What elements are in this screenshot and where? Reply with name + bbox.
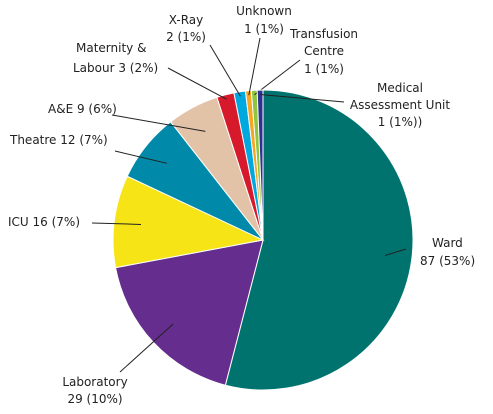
leader-line xyxy=(167,67,227,100)
leader-line xyxy=(114,150,167,164)
slice-label: X-Ray xyxy=(169,13,203,27)
leader-line xyxy=(248,37,261,96)
slice-label: Assessment Unit xyxy=(350,98,451,112)
slice-label: Maternity & xyxy=(76,41,146,55)
slice-label: 2 (1%) xyxy=(166,30,206,44)
leader-line xyxy=(119,323,174,373)
leader-line xyxy=(91,222,142,225)
pie-slice xyxy=(224,89,414,391)
slice-label: A&E 9 (6%) xyxy=(48,102,117,116)
slice-label: 87 (53%) xyxy=(420,254,475,268)
slice-label: 1 (1%) xyxy=(304,62,344,76)
slice-label: Labour 3 (2%) xyxy=(73,61,158,75)
slice-label: 1 (1%) xyxy=(244,22,284,36)
leader-line xyxy=(111,114,206,132)
slice-label: Unknown xyxy=(236,4,292,18)
slice-label: Ward xyxy=(432,236,463,250)
slice-label: 1 (1%)) xyxy=(378,115,423,129)
slice-label: Theatre 12 (7%) xyxy=(9,133,108,147)
leader-line xyxy=(209,44,241,97)
leader-line xyxy=(260,94,345,103)
slice-label: Medical xyxy=(377,81,423,95)
slice-label: Centre xyxy=(304,44,344,58)
slice-label: ICU 16 (7%) xyxy=(8,215,80,229)
leader-line xyxy=(254,59,301,96)
slice-label: Laboratory xyxy=(62,375,127,389)
leader-line xyxy=(384,248,407,257)
slice-label: Transfusion xyxy=(289,27,358,41)
pie-slice xyxy=(256,89,264,241)
slice-label: 29 (10%) xyxy=(67,392,122,406)
pie-slice xyxy=(112,175,265,269)
